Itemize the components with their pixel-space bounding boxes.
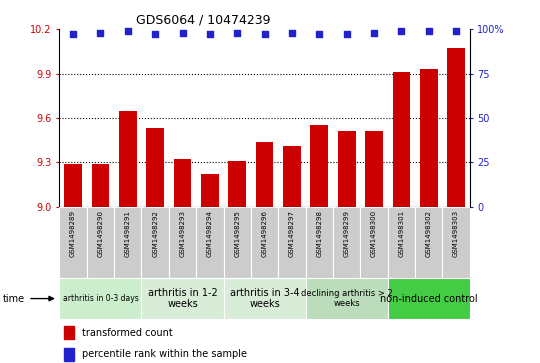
- Bar: [64, 326, 74, 339]
- Bar: [388, 278, 470, 319]
- Text: GSM1498298: GSM1498298: [316, 210, 322, 257]
- Text: GSM1498296: GSM1498296: [261, 210, 268, 257]
- Bar: [228, 161, 246, 207]
- Bar: [92, 164, 109, 207]
- Bar: [114, 207, 141, 278]
- Bar: [333, 207, 360, 278]
- Point: [96, 30, 105, 36]
- Bar: [278, 207, 306, 278]
- Bar: [146, 129, 164, 207]
- Text: arthritis in 3-4
weeks: arthritis in 3-4 weeks: [230, 288, 299, 309]
- Bar: [196, 207, 224, 278]
- Bar: [119, 111, 137, 207]
- Point: [342, 32, 351, 37]
- Bar: [169, 207, 196, 278]
- Bar: [201, 174, 219, 207]
- Bar: [256, 142, 273, 207]
- Text: GSM1498303: GSM1498303: [453, 210, 459, 257]
- Point: [315, 32, 323, 37]
- Text: declining arthritis > 2
weeks: declining arthritis > 2 weeks: [301, 289, 393, 308]
- Bar: [64, 164, 82, 207]
- Text: GSM1498301: GSM1498301: [399, 210, 404, 257]
- Point: [69, 32, 77, 37]
- Bar: [442, 207, 470, 278]
- Bar: [306, 207, 333, 278]
- Text: GSM1498293: GSM1498293: [179, 210, 186, 257]
- Bar: [251, 207, 278, 278]
- Point: [452, 28, 461, 34]
- Text: GSM1498292: GSM1498292: [152, 210, 158, 257]
- Point: [288, 30, 296, 36]
- Bar: [360, 207, 388, 278]
- Text: transformed count: transformed count: [82, 328, 173, 338]
- Point: [233, 30, 241, 36]
- Bar: [365, 131, 383, 207]
- Bar: [174, 159, 191, 207]
- Text: GSM1498295: GSM1498295: [234, 210, 240, 257]
- Point: [206, 32, 214, 37]
- Text: GSM1498302: GSM1498302: [426, 210, 432, 257]
- Point: [178, 30, 187, 36]
- Title: GDS6064 / 10474239: GDS6064 / 10474239: [136, 13, 271, 26]
- Bar: [447, 48, 465, 207]
- Text: non-induced control: non-induced control: [380, 294, 477, 303]
- Bar: [64, 348, 74, 361]
- Bar: [388, 207, 415, 278]
- Bar: [87, 207, 114, 278]
- Bar: [283, 146, 301, 207]
- Text: arthritis in 1-2
weeks: arthritis in 1-2 weeks: [147, 288, 218, 309]
- Bar: [141, 207, 169, 278]
- Point: [397, 28, 406, 34]
- Text: GSM1498289: GSM1498289: [70, 210, 76, 257]
- Bar: [393, 72, 410, 207]
- Point: [424, 28, 433, 34]
- Bar: [338, 131, 355, 207]
- Bar: [415, 207, 442, 278]
- Bar: [224, 207, 251, 278]
- Bar: [306, 278, 388, 319]
- Text: GSM1498291: GSM1498291: [125, 210, 131, 257]
- Bar: [420, 69, 437, 207]
- Text: GSM1498300: GSM1498300: [371, 210, 377, 257]
- Text: time: time: [3, 294, 25, 303]
- Point: [370, 30, 379, 36]
- Point: [124, 28, 132, 34]
- Bar: [59, 207, 87, 278]
- Text: GSM1498290: GSM1498290: [97, 210, 104, 257]
- Text: GSM1498294: GSM1498294: [207, 210, 213, 257]
- Text: percentile rank within the sample: percentile rank within the sample: [82, 349, 247, 359]
- Bar: [59, 278, 141, 319]
- Bar: [224, 278, 306, 319]
- Text: GSM1498299: GSM1498299: [343, 210, 350, 257]
- Text: GSM1498297: GSM1498297: [289, 210, 295, 257]
- Bar: [310, 125, 328, 207]
- Point: [151, 32, 159, 37]
- Text: arthritis in 0-3 days: arthritis in 0-3 days: [63, 294, 138, 303]
- Bar: [141, 278, 224, 319]
- Point: [260, 32, 269, 37]
